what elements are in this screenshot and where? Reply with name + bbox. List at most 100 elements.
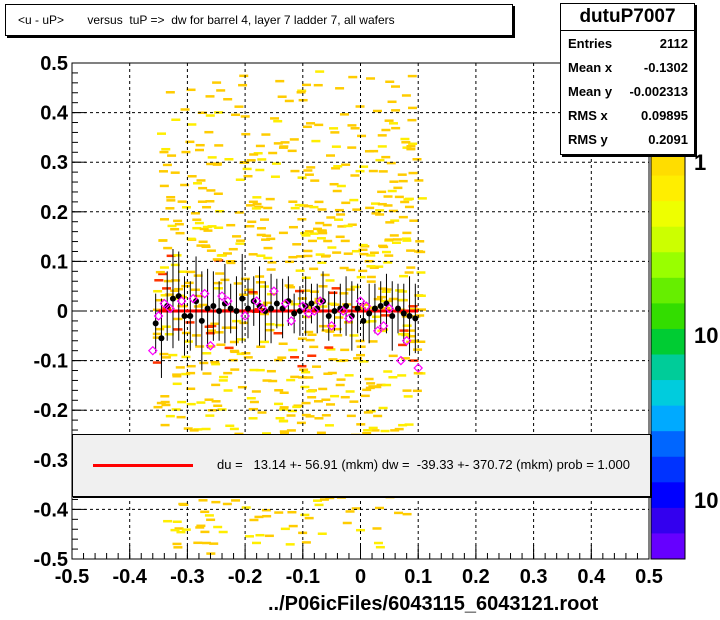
- density-cell: [233, 282, 243, 285]
- density-cell: [261, 508, 271, 512]
- density-cell: [333, 334, 343, 337]
- x-tick-label: -0.2: [228, 566, 262, 588]
- density-cell: [279, 408, 289, 411]
- y-tick-label: -0.4: [34, 499, 69, 521]
- density-cell: [205, 414, 215, 417]
- density-cell: [359, 165, 369, 168]
- density-cell: [212, 81, 222, 84]
- density-cell: [328, 291, 338, 295]
- density-cell: [404, 423, 414, 426]
- density-cell: [190, 288, 200, 292]
- density-cell: [228, 358, 238, 362]
- density-cell: [307, 239, 317, 243]
- palette-label: 1: [694, 150, 706, 175]
- density-cell: [356, 275, 366, 279]
- density-cell: [189, 429, 199, 432]
- density-cell: [383, 204, 393, 207]
- density-cell: [237, 385, 247, 389]
- density-cell: [177, 200, 187, 203]
- density-cell: [344, 374, 354, 377]
- density-cell: [206, 249, 216, 252]
- density-cell: [181, 206, 191, 209]
- open-marker: [188, 293, 199, 304]
- density-cell: [378, 244, 388, 248]
- density-cell: [241, 506, 251, 509]
- density-cell: [234, 211, 244, 214]
- density-cell: [316, 431, 326, 435]
- density-cell: [303, 249, 313, 253]
- density-cell: [185, 140, 195, 144]
- density-cell: [174, 222, 184, 226]
- open-marker: [286, 316, 297, 326]
- open-marker: [384, 303, 395, 314]
- density-cell: [357, 134, 367, 138]
- density-cell: [215, 209, 225, 213]
- density-cell: [406, 340, 416, 344]
- density-cell: [388, 209, 398, 213]
- density-cell: [178, 502, 188, 506]
- density-cell: [324, 424, 334, 427]
- density-cell: [350, 285, 360, 289]
- stats-value: 0.2091: [648, 132, 688, 147]
- density-cell: [222, 502, 232, 506]
- density-cell: [156, 401, 166, 405]
- fit-legend-line: [93, 464, 193, 467]
- density-cell: [402, 512, 412, 516]
- density-cell: [246, 159, 256, 162]
- density-cell: [198, 499, 208, 502]
- palette-cell: [651, 252, 685, 279]
- density-cell: [394, 511, 404, 515]
- density-cell: [245, 225, 255, 228]
- density-cell: [339, 292, 349, 295]
- density-cell: [304, 516, 314, 520]
- density-cell: [347, 146, 357, 149]
- profile-point: [360, 317, 367, 324]
- density-cell: [380, 314, 390, 317]
- density-cell: [382, 383, 392, 387]
- density-cell: [288, 524, 298, 528]
- density-cell: [207, 324, 217, 328]
- density-cell: [204, 398, 214, 401]
- density-cell: [350, 174, 360, 177]
- density-cell: [390, 429, 400, 432]
- open-marker: [344, 313, 354, 324]
- density-cell: [232, 235, 242, 238]
- density-cell: [377, 134, 387, 137]
- density-cell: [152, 361, 162, 364]
- density-cell: [376, 295, 386, 299]
- density-cell: [159, 184, 169, 188]
- density-cell: [301, 370, 311, 374]
- density-cell: [260, 312, 270, 316]
- density-cell: [340, 395, 350, 399]
- density-cell: [153, 289, 163, 293]
- density-cell: [377, 190, 387, 194]
- density-cell: [350, 127, 360, 130]
- density-cell: [214, 287, 224, 290]
- stats-label: RMS y: [568, 132, 608, 147]
- density-cell: [377, 145, 387, 148]
- density-cell: [384, 119, 394, 122]
- density-cell: [152, 336, 162, 339]
- density-cell: [296, 421, 306, 425]
- density-cell: [303, 169, 313, 172]
- density-cell: [239, 74, 249, 78]
- density-cell: [280, 431, 290, 434]
- density-cell: [286, 429, 296, 432]
- density-cell: [307, 333, 317, 337]
- density-cell: [312, 365, 322, 368]
- density-cell: [204, 130, 214, 134]
- density-cell: [166, 254, 176, 258]
- open-marker: [280, 298, 291, 309]
- x-tick-label: 0.2: [462, 566, 490, 588]
- density-cell: [297, 176, 307, 179]
- density-cell: [296, 91, 306, 94]
- density-cell: [359, 252, 369, 256]
- density-cell: [408, 305, 418, 308]
- density-cell: [297, 337, 307, 340]
- density-cell: [158, 272, 168, 276]
- density-cell: [351, 507, 361, 510]
- density-cell: [372, 527, 382, 530]
- density-cell: [394, 195, 404, 199]
- density-cell: [266, 268, 276, 271]
- density-cell: [358, 269, 368, 273]
